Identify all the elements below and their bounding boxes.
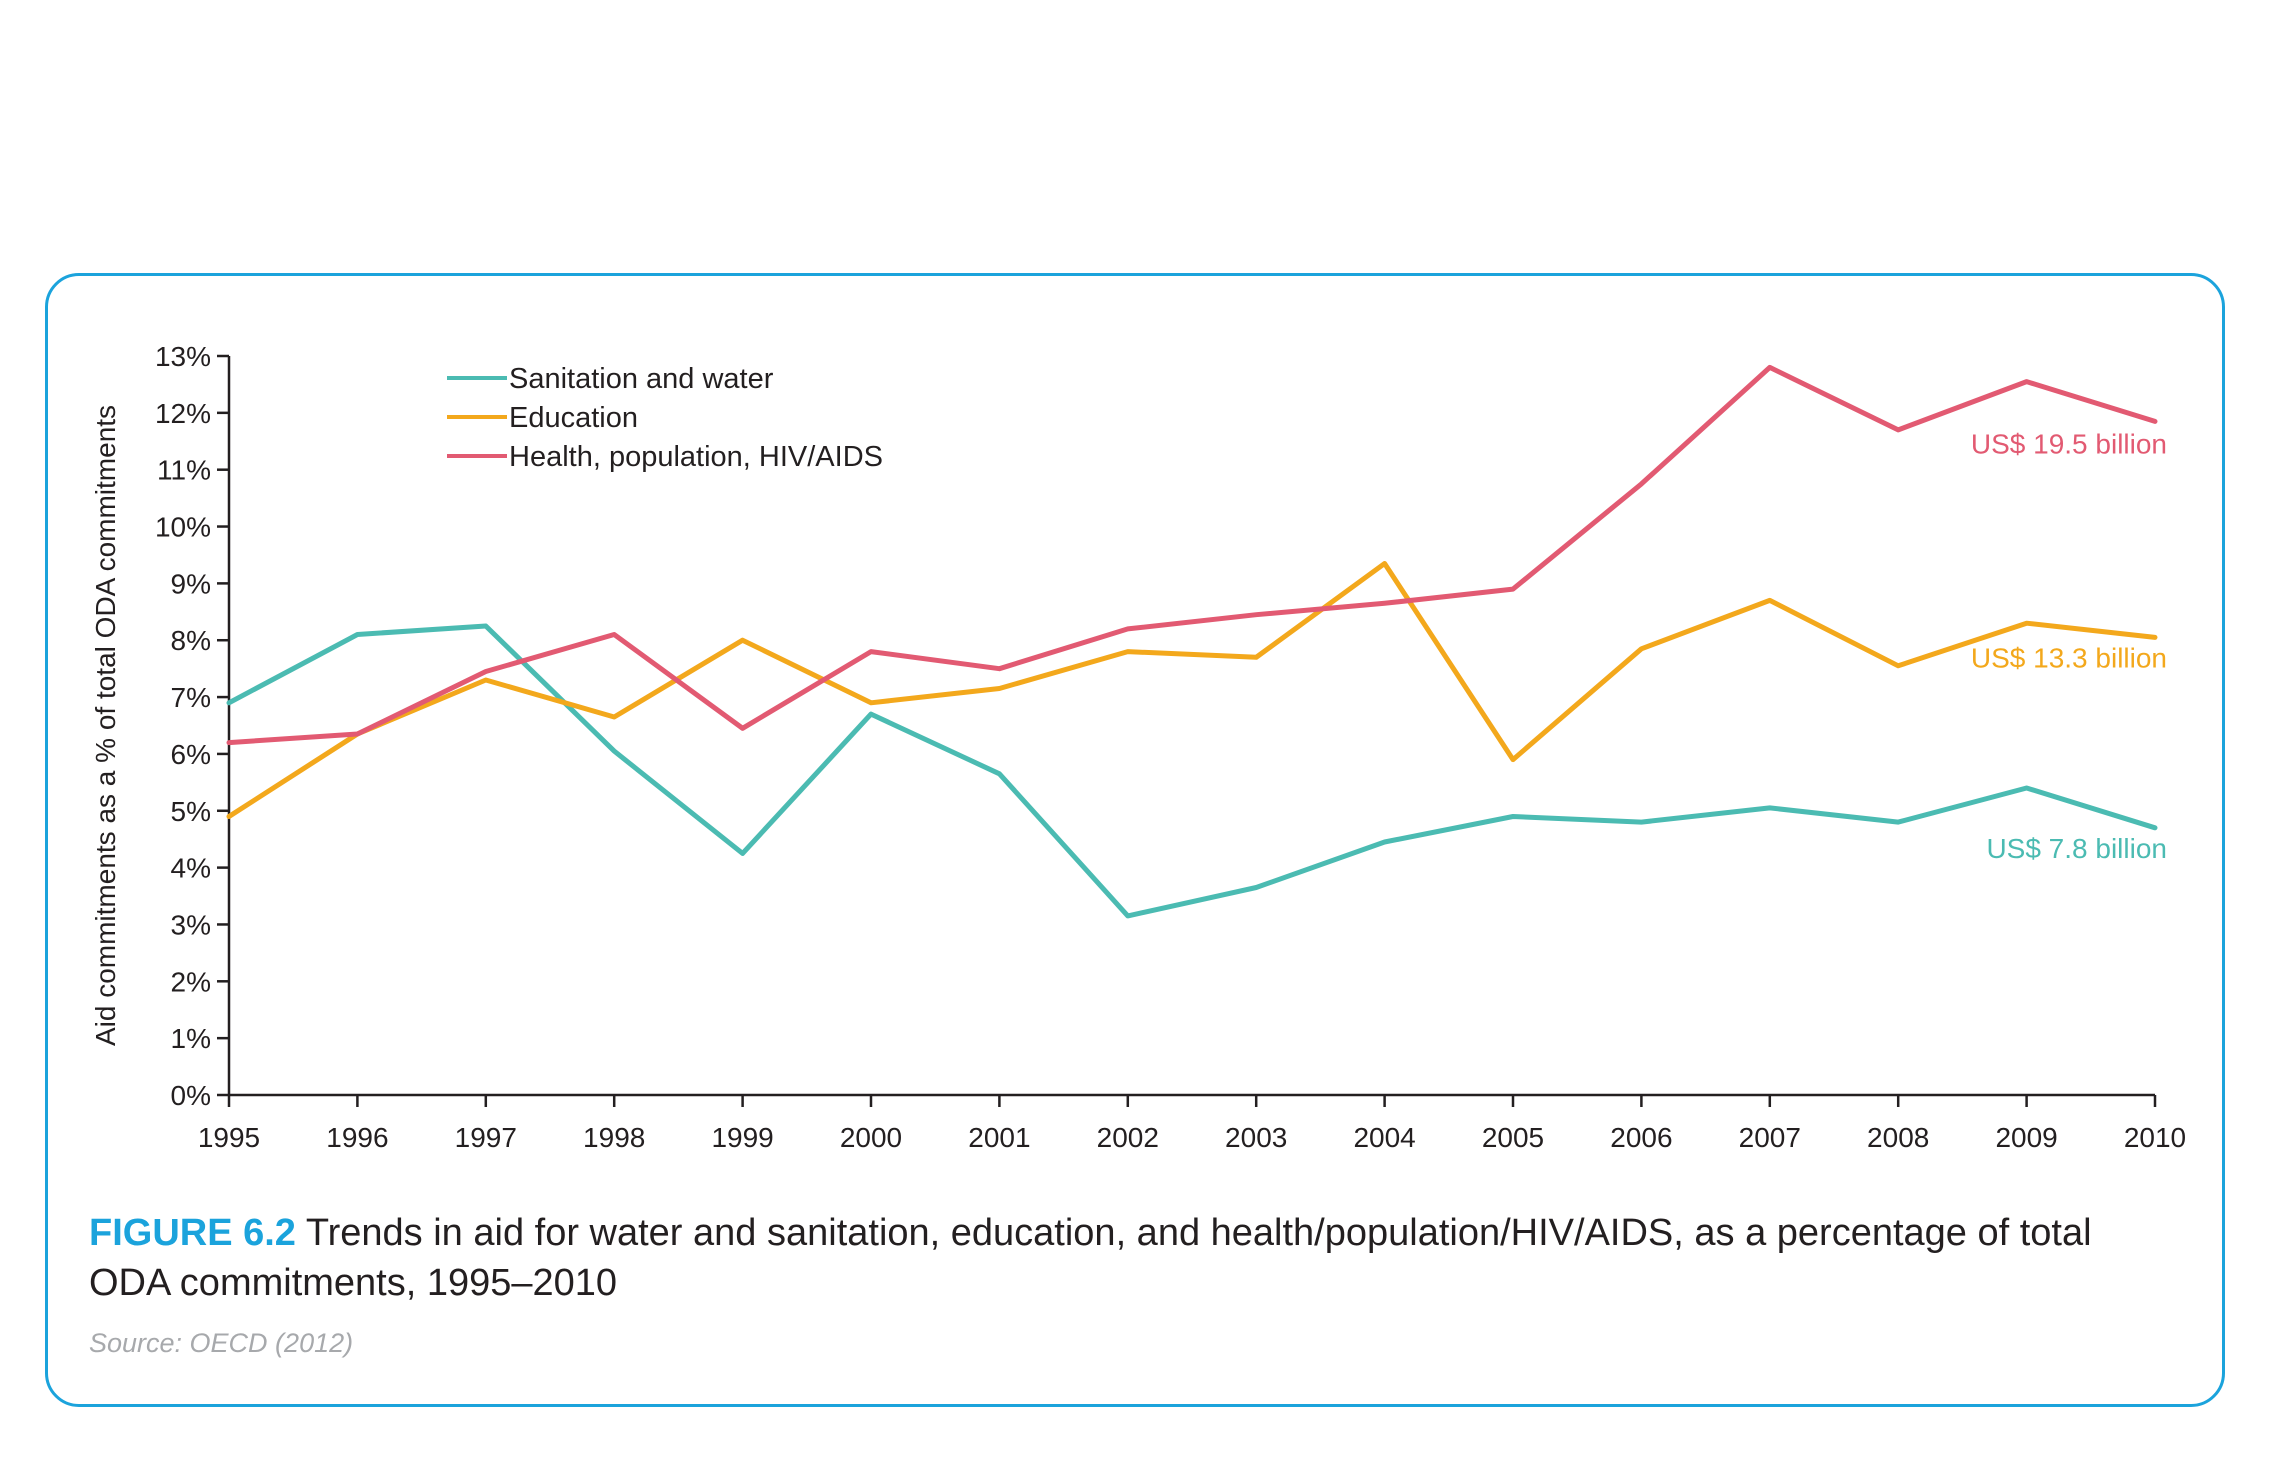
chart-series [226,364,2158,919]
y-tick-label: 3% [171,909,211,940]
chart-axes: 0% 1% 2% 3% 4% 5% 6% 7% 8% 9% 10% 11% 12% 13% 1995 1996… [90,341,2186,1153]
x-tick-label: 2006 [1610,1122,1672,1153]
line-chart: 0% 1% 2% 3% 4% 5% 6% 7% 8% 9% 10% 11% 12% 13% 1995 1996… [90,341,2186,1153]
x-tick-label: 2002 [1097,1122,1159,1153]
x-tick-label: 2003 [1225,1122,1287,1153]
y-tick-label: 7% [171,682,211,713]
legend-label-2: Health, population, HIV/AIDS [509,441,883,473]
y-tick-label: 13% [155,341,211,372]
figure-caption: FIGURE 6.2 Trends in aid for water and s… [89,1208,2179,1308]
y-tick-label: 6% [171,739,211,770]
y-tick-label: 10% [155,512,211,543]
series-line-0 [226,623,2158,919]
x-tick-label: 2001 [968,1122,1030,1153]
x-tick-label: 2009 [1995,1122,2057,1153]
x-tick-label: 1995 [198,1122,260,1153]
figure-frame [45,273,2225,1407]
x-tick-label: 1999 [711,1122,773,1153]
x-tick-label: 2010 [2124,1122,2186,1153]
y-tick-label: 1% [171,1023,211,1054]
y-tick-label: 12% [155,398,211,429]
y-tick-label: 11% [157,455,211,486]
figure-caption-text: Trends in aid for water and sanitation, … [89,1212,2092,1304]
y-tick-label: 5% [171,796,211,827]
x-tick-label: 2005 [1482,1122,1544,1153]
y-tick-label: 2% [171,966,211,997]
x-tick-label: 1998 [583,1122,645,1153]
x-tick-label: 2004 [1353,1122,1415,1153]
series-line-1 [226,561,2158,819]
chart-legend: Sanitation and water Education Health, pop… [447,363,883,473]
y-tick-label: 9% [171,568,211,599]
x-tick-label: 1996 [326,1122,388,1153]
series-end-label-0: US$ 7.8 billion [1986,833,2167,864]
chart-end-labels: US$ 7.8 billion US$ 13.3 billion US$ 19.5 … [1971,428,2167,863]
series-end-label-1: US$ 13.3 billion [1971,642,2167,673]
y-tick-label: 0% [171,1080,211,1111]
legend-label-0: Sanitation and water [509,363,774,395]
x-tick-label: 2007 [1739,1122,1801,1153]
figure-source: Source: OECD (2012) [89,1328,354,1358]
y-axis-title: Aid commitments as a % of total ODA comm… [90,405,121,1046]
x-tick-label: 1997 [455,1122,517,1153]
x-tick-label: 2008 [1867,1122,1929,1153]
y-tick-label: 8% [171,625,211,656]
legend-label-1: Education [509,402,638,434]
x-tick-label: 2000 [840,1122,902,1153]
series-end-label-2: US$ 19.5 billion [1971,428,2167,459]
y-tick-label: 4% [171,853,211,884]
figure-label: FIGURE 6.2 [89,1212,296,1254]
series-line-2 [226,364,2158,746]
